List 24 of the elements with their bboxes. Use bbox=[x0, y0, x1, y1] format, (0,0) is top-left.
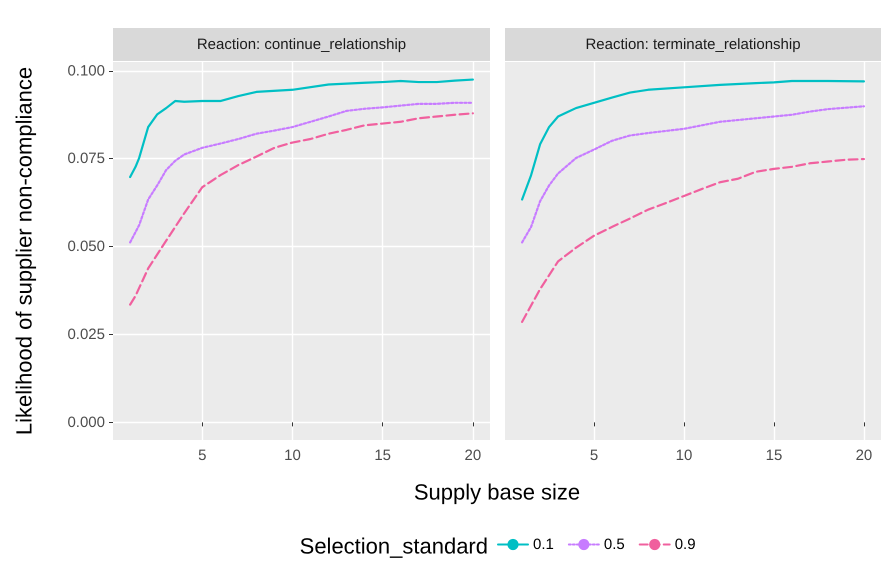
y-tick-label: 0.000 bbox=[67, 414, 105, 431]
y-axis-title: Likelihood of supplier non-compliance bbox=[12, 66, 36, 436]
x-tick-label: 15 bbox=[374, 447, 392, 464]
y-tick-label: 0.100 bbox=[67, 62, 105, 80]
chart-title: Reaction: continue_relationship bbox=[196, 36, 406, 53]
legend-label: 0.1 bbox=[533, 536, 554, 553]
legend-title: Selection_standard bbox=[300, 534, 488, 558]
x-tick-label: 15 bbox=[766, 447, 782, 464]
x-tick-label: 20 bbox=[856, 447, 872, 464]
x-tick-label: 5 bbox=[590, 447, 598, 464]
x-tick-label: 10 bbox=[676, 447, 692, 464]
line-series bbox=[129, 102, 474, 244]
y-tick-label: 0.050 bbox=[67, 238, 105, 256]
legend-label: 0.5 bbox=[604, 536, 625, 553]
x-tick-label: 10 bbox=[284, 447, 301, 464]
y-tick-label: 0.075 bbox=[67, 150, 105, 168]
x-tick-label: 5 bbox=[198, 447, 206, 464]
x-tick-label: 20 bbox=[464, 447, 482, 464]
y-tick-label: 0.025 bbox=[67, 326, 105, 344]
x-axis-title: Supply base size bbox=[414, 480, 580, 504]
line-series bbox=[129, 112, 474, 306]
line-series bbox=[129, 78, 474, 178]
legend-label: 0.9 bbox=[674, 536, 696, 553]
chart-title: Reaction: terminate_relationship bbox=[585, 36, 801, 53]
